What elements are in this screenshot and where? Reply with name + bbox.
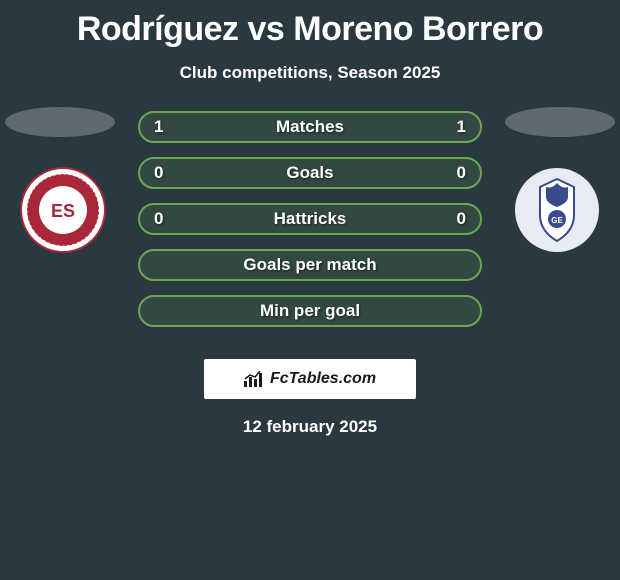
stat-right-value: 0: [457, 209, 466, 229]
stats-list: 1 Matches 1 0 Goals 0 0 Hattricks 0 Goal…: [138, 111, 482, 341]
stat-row-hattricks: 0 Hattricks 0: [138, 203, 482, 235]
svg-text:ES: ES: [51, 201, 75, 221]
stat-label: Hattricks: [274, 209, 347, 229]
player-right-shadow: [505, 107, 615, 137]
team-logo-right: GE: [514, 167, 600, 253]
chart-icon: [244, 371, 264, 387]
player-left-shadow: [5, 107, 115, 137]
stat-row-min-per-goal: Min per goal: [138, 295, 482, 327]
stat-label: Goals per match: [243, 255, 376, 275]
stat-row-goals-per-match: Goals per match: [138, 249, 482, 281]
stat-left-value: 0: [154, 209, 163, 229]
stat-left-value: 1: [154, 117, 163, 137]
branding-badge: FcTables.com: [204, 359, 416, 399]
branding-text: FcTables.com: [270, 370, 376, 388]
subtitle: Club competitions, Season 2025: [0, 63, 620, 83]
team-logo-left: ES: [20, 167, 106, 253]
stat-row-matches: 1 Matches 1: [138, 111, 482, 143]
comparison-panel: ES GE 1 Matches 1 0 Goals 0 0 Hattricks …: [0, 111, 620, 351]
page-title: Rodríguez vs Moreno Borrero: [0, 0, 620, 49]
svg-text:GE: GE: [551, 216, 563, 225]
stat-left-value: 0: [154, 163, 163, 183]
date-text: 12 february 2025: [0, 417, 620, 437]
stat-right-value: 1: [457, 117, 466, 137]
stat-row-goals: 0 Goals 0: [138, 157, 482, 189]
stat-label: Matches: [276, 117, 344, 137]
stat-label: Min per goal: [260, 301, 360, 321]
stat-label: Goals: [286, 163, 333, 183]
stat-right-value: 0: [457, 163, 466, 183]
